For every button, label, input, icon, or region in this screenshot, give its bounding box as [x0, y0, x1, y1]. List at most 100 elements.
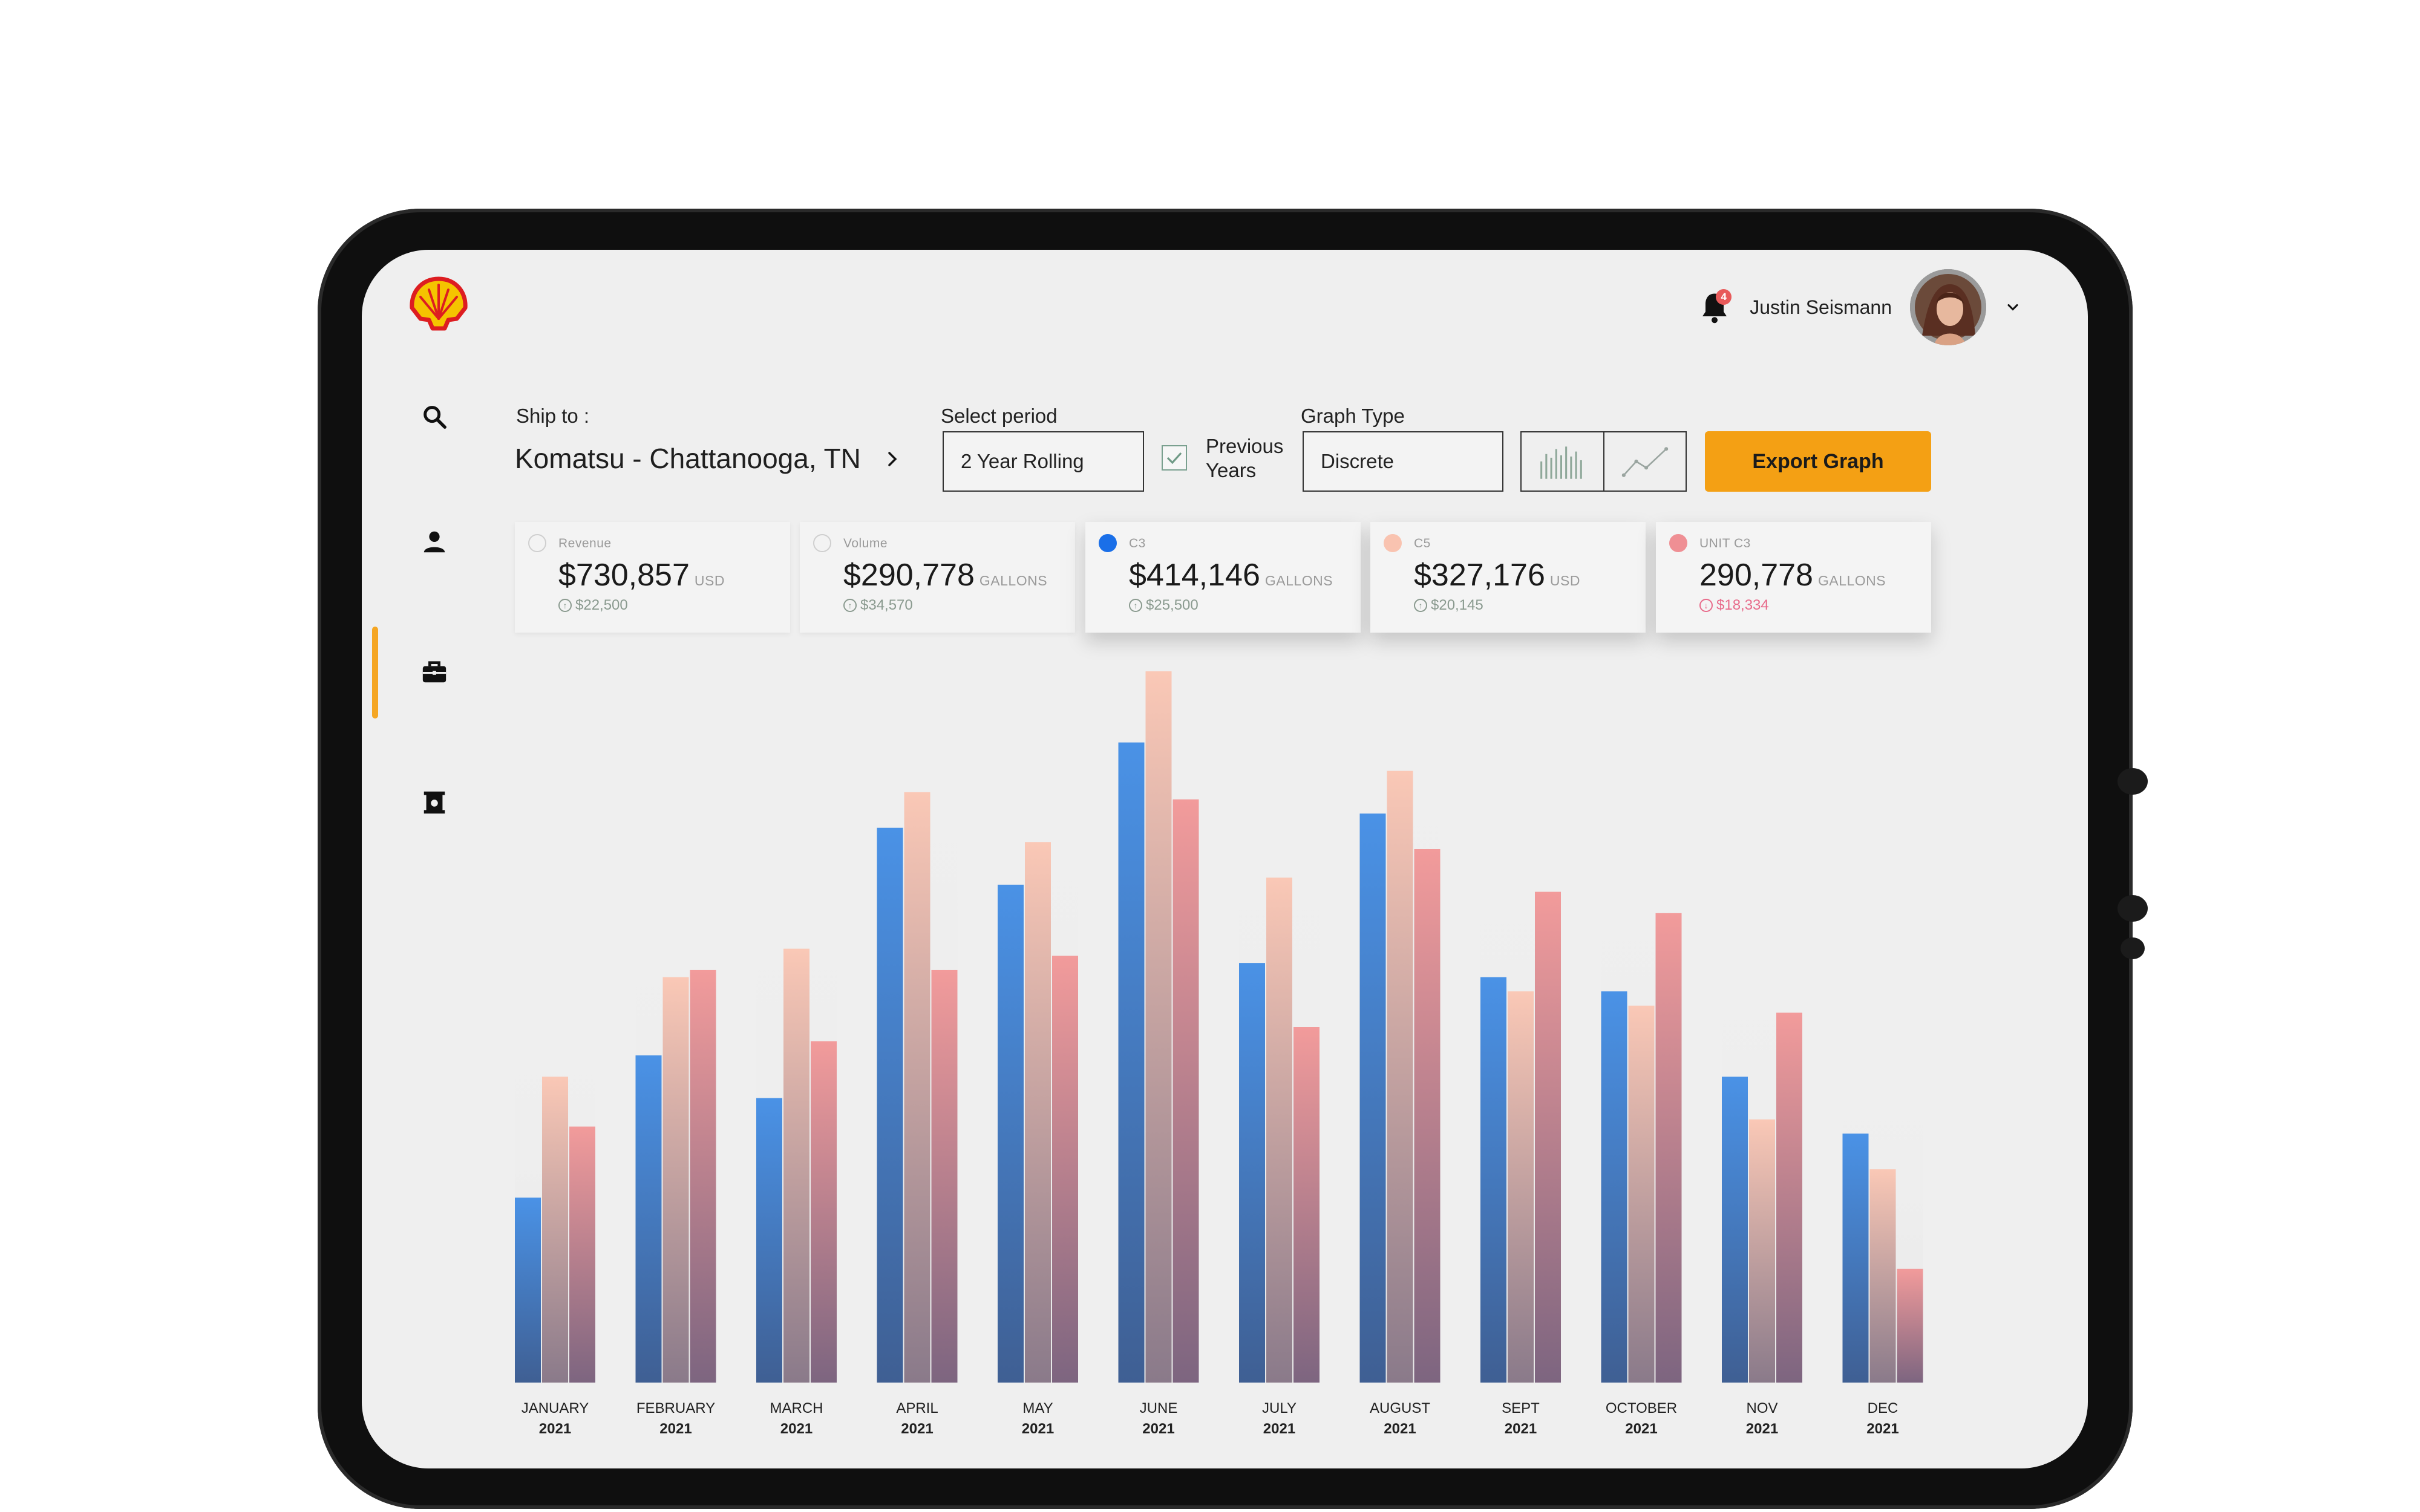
bar-unit-c3-july[interactable]	[1293, 1027, 1320, 1383]
metric-card-unit-c3[interactable]: UNIT C3 290,778 GALLONS ↓ $18,334	[1656, 522, 1931, 633]
x-tick-label-year: 2021	[1263, 1421, 1295, 1437]
bar-c5-may[interactable]	[1025, 842, 1051, 1383]
fuel-icon[interactable]	[420, 788, 448, 816]
bar-c3-february[interactable]	[635, 1055, 662, 1383]
x-tick-label-month: AUGUST	[1370, 1400, 1430, 1416]
chevron-right-icon[interactable]	[883, 448, 901, 470]
x-tick-label-month: FEBRUARY	[636, 1400, 715, 1416]
card-delta: ↑ $20,145	[1414, 597, 1483, 614]
bar-unit-c3-october[interactable]	[1655, 913, 1682, 1383]
bar-c3-june[interactable]	[1118, 742, 1145, 1383]
bar-c5-march[interactable]	[783, 948, 809, 1383]
bar-c3-january[interactable]	[515, 1198, 541, 1383]
bar-unit-c3-march[interactable]	[811, 1041, 837, 1383]
bar-c5-sept[interactable]	[1508, 991, 1534, 1383]
previous-years-label: Previous Years	[1206, 434, 1283, 483]
bar-unit-c3-dec[interactable]	[1897, 1268, 1923, 1383]
avatar[interactable]	[1910, 269, 1986, 345]
card-label: Revenue	[558, 536, 612, 550]
tablet-side-button	[2118, 768, 2148, 795]
bar-unit-c3-august[interactable]	[1414, 849, 1441, 1383]
card-value-number: $290,778	[843, 558, 975, 593]
card-label: C3	[1129, 536, 1146, 550]
bar-unit-c3-may[interactable]	[1052, 956, 1078, 1383]
bar-c3-july[interactable]	[1239, 963, 1265, 1383]
x-tick-label-month: JANUARY	[522, 1400, 589, 1416]
bar-c3-dec[interactable]	[1842, 1133, 1869, 1383]
arrow-up-icon: ↑	[843, 599, 857, 612]
bar-c3-may[interactable]	[998, 884, 1024, 1383]
metric-card-c3[interactable]: C3 $414,146 GALLONS ↑ $25,500	[1085, 522, 1361, 633]
bar-unit-c3-february[interactable]	[690, 969, 716, 1383]
card-unit: USD	[694, 573, 725, 588]
briefcase-icon[interactable]	[420, 658, 448, 686]
previous-years-checkbox[interactable]	[1162, 445, 1187, 471]
card-unit: USD	[1549, 573, 1580, 588]
card-select-indicator	[1384, 534, 1402, 552]
graph-type-toggle	[1520, 431, 1687, 492]
previous-years-label-line2: Years	[1206, 459, 1257, 481]
metric-card-revenue[interactable]: Revenue $730,857 USD ↑ $22,500	[515, 522, 790, 633]
avatar-photo	[1910, 269, 1986, 345]
x-tick-label-year: 2021	[1384, 1421, 1416, 1437]
bar-c3-april[interactable]	[877, 827, 903, 1383]
tablet-side-button	[2121, 937, 2145, 959]
line-chart-toggle[interactable]	[1603, 432, 1686, 490]
card-value: $730,857 USD	[558, 557, 725, 593]
previous-years-label-line1: Previous	[1206, 435, 1284, 457]
card-select-indicator	[1669, 534, 1687, 552]
bar-c5-dec[interactable]	[1869, 1169, 1896, 1383]
bar-unit-c3-january[interactable]	[569, 1126, 595, 1383]
card-delta: ↓ $18,334	[1699, 597, 1769, 614]
line-chart-icon	[1621, 447, 1668, 477]
arrow-up-icon: ↑	[1414, 599, 1427, 612]
bar-c3-march[interactable]	[756, 1098, 782, 1383]
x-tick-label-year: 2021	[1866, 1421, 1898, 1437]
bar-c5-april[interactable]	[904, 792, 930, 1383]
card-unit: GALLONS	[1264, 573, 1333, 588]
card-select-indicator	[813, 534, 831, 552]
export-graph-button[interactable]: Export Graph	[1705, 431, 1931, 492]
graph-type-select[interactable]: Discrete	[1303, 431, 1503, 492]
card-select-indicator	[528, 534, 546, 552]
card-delta-value: $20,145	[1431, 597, 1483, 613]
bar-c5-nov[interactable]	[1749, 1119, 1775, 1383]
bar-unit-c3-june[interactable]	[1172, 799, 1199, 1383]
bar-c5-october[interactable]	[1628, 1005, 1655, 1383]
card-value-number: $730,857	[558, 558, 690, 593]
card-label: Volume	[843, 536, 888, 550]
bar-c3-sept[interactable]	[1480, 977, 1506, 1383]
x-tick-label-month: JUNE	[1140, 1400, 1178, 1416]
bar-c3-august[interactable]	[1359, 813, 1386, 1383]
bar-c5-july[interactable]	[1266, 878, 1292, 1383]
metric-card-volume[interactable]: Volume $290,778 GALLONS ↑ $34,570	[800, 522, 1075, 633]
period-label: Select period	[941, 405, 1058, 427]
ship-to-label: Ship to :	[516, 405, 590, 427]
user-icon[interactable]	[420, 528, 448, 556]
bar-c3-october[interactable]	[1601, 991, 1627, 1383]
card-unit: GALLONS	[979, 573, 1048, 588]
metric-card-c5[interactable]: C5 $327,176 USD ↑ $20,145	[1370, 522, 1646, 633]
arrow-up-icon: ↑	[558, 599, 572, 612]
ship-to-value[interactable]: Komatsu - Chattanooga, TN	[515, 443, 861, 474]
x-tick-label-year: 2021	[1746, 1421, 1778, 1437]
bar-c3-nov[interactable]	[1722, 1077, 1748, 1383]
shell-logo	[410, 276, 468, 331]
card-delta-value: $34,570	[860, 597, 913, 613]
period-select[interactable]: 2 Year Rolling	[943, 431, 1144, 492]
chevron-down-icon[interactable]	[2004, 299, 2021, 316]
bar-c5-august[interactable]	[1387, 771, 1413, 1383]
bar-unit-c3-nov[interactable]	[1776, 1012, 1802, 1383]
bar-unit-c3-april[interactable]	[931, 969, 958, 1383]
nav-active-indicator	[372, 627, 378, 719]
bar-c5-january[interactable]	[542, 1077, 568, 1383]
notifications-button[interactable]: 4	[1696, 289, 1733, 325]
bar-chart-toggle[interactable]	[1522, 432, 1603, 490]
card-label: UNIT C3	[1699, 536, 1751, 550]
bar-c5-february[interactable]	[662, 977, 689, 1383]
card-delta: ↑ $22,500	[558, 597, 628, 614]
search-icon[interactable]	[420, 403, 448, 431]
bar-unit-c3-sept[interactable]	[1535, 891, 1561, 1383]
bar-c5-june[interactable]	[1145, 671, 1172, 1383]
x-tick-label-month: JULY	[1262, 1400, 1297, 1416]
